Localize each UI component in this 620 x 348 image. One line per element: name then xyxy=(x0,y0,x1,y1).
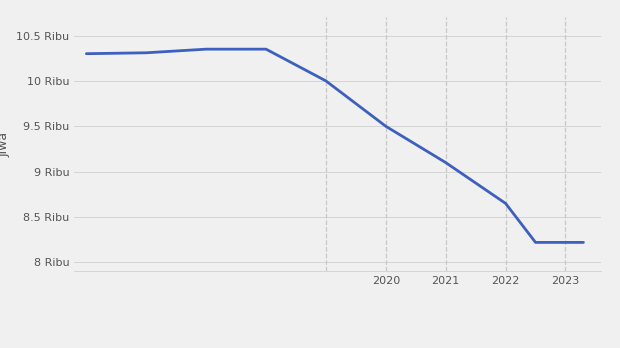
Line: Kabupaten Pringsewu: Kabupaten Pringsewu xyxy=(86,49,583,243)
Kabupaten Pringsewu xyxy=(502,201,509,205)
Kabupaten Pringsewu xyxy=(82,52,90,56)
Kabupaten Pringsewu xyxy=(382,124,389,128)
Kabupaten Pringsewu xyxy=(202,47,210,51)
Kabupaten Pringsewu xyxy=(322,79,330,83)
Y-axis label: Jiwa: Jiwa xyxy=(0,132,11,157)
Kabupaten Pringsewu xyxy=(262,47,270,51)
Kabupaten Pringsewu xyxy=(580,240,587,245)
Kabupaten Pringsewu xyxy=(442,160,450,165)
Kabupaten Pringsewu xyxy=(532,240,539,245)
Kabupaten Pringsewu xyxy=(143,51,150,55)
